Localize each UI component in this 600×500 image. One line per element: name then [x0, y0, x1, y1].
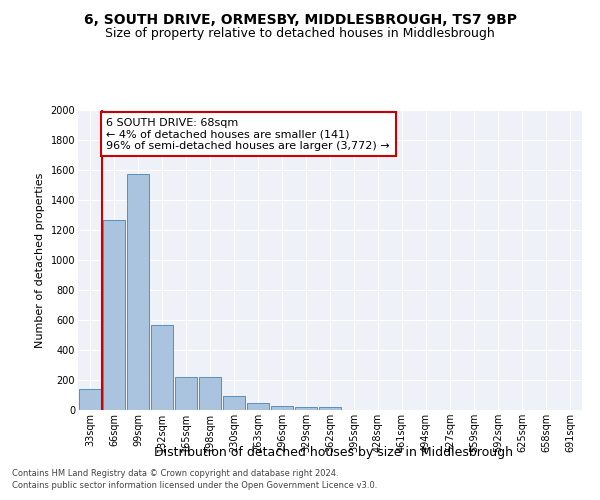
Bar — [295, 408, 317, 410]
Bar — [175, 377, 197, 410]
Text: 6 SOUTH DRIVE: 68sqm
← 4% of detached houses are smaller (141)
96% of semi-detac: 6 SOUTH DRIVE: 68sqm ← 4% of detached ho… — [106, 118, 390, 150]
Bar — [223, 396, 245, 410]
Bar — [247, 402, 269, 410]
Text: Size of property relative to detached houses in Middlesbrough: Size of property relative to detached ho… — [105, 28, 495, 40]
Text: Distribution of detached houses by size in Middlesbrough: Distribution of detached houses by size … — [154, 446, 512, 459]
Bar — [127, 174, 149, 410]
Bar — [319, 408, 341, 410]
Text: Contains public sector information licensed under the Open Government Licence v3: Contains public sector information licen… — [12, 481, 377, 490]
Bar — [199, 377, 221, 410]
Bar — [271, 406, 293, 410]
Bar — [79, 389, 101, 410]
Text: 6, SOUTH DRIVE, ORMESBY, MIDDLESBROUGH, TS7 9BP: 6, SOUTH DRIVE, ORMESBY, MIDDLESBROUGH, … — [83, 12, 517, 26]
Bar — [103, 220, 125, 410]
Bar — [151, 325, 173, 410]
Text: Contains HM Land Registry data © Crown copyright and database right 2024.: Contains HM Land Registry data © Crown c… — [12, 468, 338, 477]
Y-axis label: Number of detached properties: Number of detached properties — [35, 172, 45, 348]
